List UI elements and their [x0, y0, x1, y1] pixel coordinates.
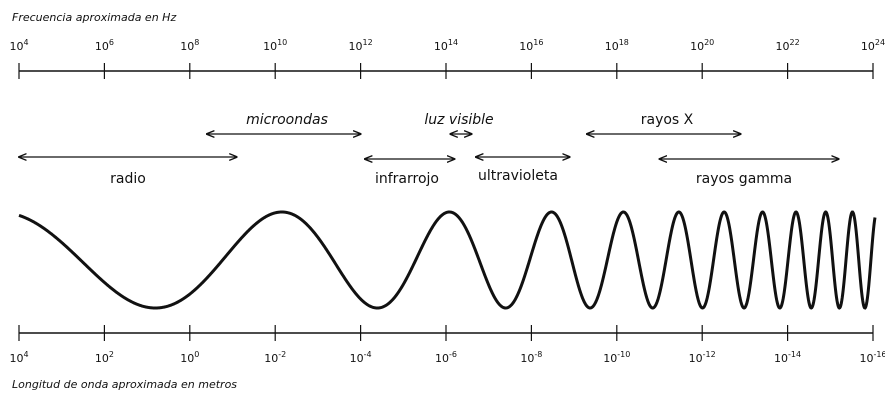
radio-label: radio [110, 171, 146, 187]
wavelength-axis: 104 102 100 10-2 10-4 10-6 10-8 10-10 10-12 10-14… [9, 325, 885, 365]
wavelength-tick-base: 10 [180, 352, 194, 365]
frequency-tick-base: 10 [861, 40, 875, 53]
frequency-tick-base: 10 [434, 40, 448, 53]
frequency-tick-base: 10 [349, 40, 363, 53]
wavelength-tick-label: 10-14 [774, 350, 801, 365]
frequency-tick-base: 10 [263, 40, 277, 53]
frequency-tick-exponent: 10 [277, 38, 287, 47]
wavelength-tick-label: 10-6 [435, 350, 457, 365]
frequency-tick-base: 10 [776, 40, 790, 53]
wavelength-tick-exponent: -10 [617, 350, 630, 359]
microondas-label: microondas [246, 112, 328, 128]
frequency-tick-label: 1014 [434, 38, 458, 53]
wave-illustration [18, 210, 877, 310]
frequency-tick-label: 1024 [861, 38, 885, 53]
wavelength-tick-label: 104 [9, 350, 28, 365]
frequency-tick-label: 1016 [519, 38, 543, 53]
wavelength-tick-label: 10-8 [520, 350, 542, 365]
rayos-x-label: rayos X [641, 112, 694, 128]
spectrum-bands: microondas luz visible rayos X radio inf… [19, 112, 839, 187]
wavelength-tick-exponent: -6 [449, 350, 457, 359]
wavelength-tick-label: 10-4 [350, 350, 372, 365]
wavelength-tick-exponent: -8 [534, 350, 542, 359]
frequency-tick-base: 10 [519, 40, 533, 53]
wavelength-tick-label: 10-12 [689, 350, 716, 365]
wavelength-tick-label: 10-10 [603, 350, 630, 365]
frequency-tick-base: 10 [9, 40, 23, 53]
wavelength-tick-label: 10-2 [264, 350, 286, 365]
wavelength-tick-label: 100 [180, 350, 199, 365]
frequency-tick-base: 10 [180, 40, 194, 53]
frequency-tick-base: 10 [95, 40, 109, 53]
wavelength-tick-base: 10 [350, 352, 364, 365]
frequency-axis-title: Frecuencia aproximada en Hz [12, 11, 176, 24]
wavelength-tick-base: 10 [435, 352, 449, 365]
frequency-tick-exponent: 16 [533, 38, 543, 47]
wavelength-tick-base: 10 [774, 352, 788, 365]
wavelength-tick-base: 10 [859, 352, 873, 365]
wavelength-tick-exponent: 2 [109, 350, 114, 359]
infrarrojo-label: infrarrojo [375, 171, 439, 187]
ultravioleta-label: ultravioleta [478, 168, 558, 184]
frequency-tick-exponent: 22 [790, 38, 800, 47]
frequency-tick-exponent: 4 [23, 38, 28, 47]
frequency-tick-label: 108 [180, 38, 199, 53]
wavelength-tick-exponent: -2 [278, 350, 286, 359]
frequency-tick-label: 1010 [263, 38, 287, 53]
frequency-tick-base: 10 [605, 40, 619, 53]
frequency-tick-exponent: 14 [448, 38, 458, 47]
wavelength-tick-base: 10 [9, 352, 23, 365]
frequency-tick-label: 106 [95, 38, 114, 53]
frequency-tick-exponent: 6 [109, 38, 114, 47]
frequency-axis: 104 106 108 1010 1012 1014 1016 1018 1020 1022 102… [9, 38, 885, 79]
wavelength-axis-title: Longitud de onda aproximada en metros [12, 378, 237, 391]
frequency-tick-exponent: 20 [704, 38, 714, 47]
frequency-tick-exponent: 12 [363, 38, 373, 47]
frequency-tick-exponent: 24 [875, 38, 885, 47]
wavelength-tick-exponent: -12 [703, 350, 716, 359]
luz-visible-label: luz visible [424, 112, 493, 128]
frequency-tick-label: 1022 [776, 38, 800, 53]
wavelength-tick-label: 10-16 [859, 350, 885, 365]
wavelength-tick-exponent: -4 [364, 350, 372, 359]
frequency-tick-label: 1018 [605, 38, 629, 53]
frequency-tick-label: 104 [9, 38, 28, 53]
wavelength-tick-label: 102 [95, 350, 114, 365]
wavelength-tick-base: 10 [95, 352, 109, 365]
frequency-tick-label: 1012 [349, 38, 373, 53]
frequency-tick-exponent: 8 [194, 38, 199, 47]
frequency-tick-label: 1020 [690, 38, 714, 53]
wavelength-tick-base: 10 [689, 352, 703, 365]
wavelength-tick-base: 10 [264, 352, 278, 365]
wavelength-tick-exponent: 0 [194, 350, 199, 359]
wavelength-tick-exponent: 4 [23, 350, 28, 359]
wavelength-tick-exponent: -16 [873, 350, 885, 359]
frequency-tick-base: 10 [690, 40, 704, 53]
wavelength-tick-exponent: -14 [788, 350, 801, 359]
frequency-tick-exponent: 18 [619, 38, 629, 47]
wavelength-tick-base: 10 [603, 352, 617, 365]
rayos-gamma-label: rayos gamma [696, 171, 792, 187]
wavelength-tick-base: 10 [520, 352, 534, 365]
